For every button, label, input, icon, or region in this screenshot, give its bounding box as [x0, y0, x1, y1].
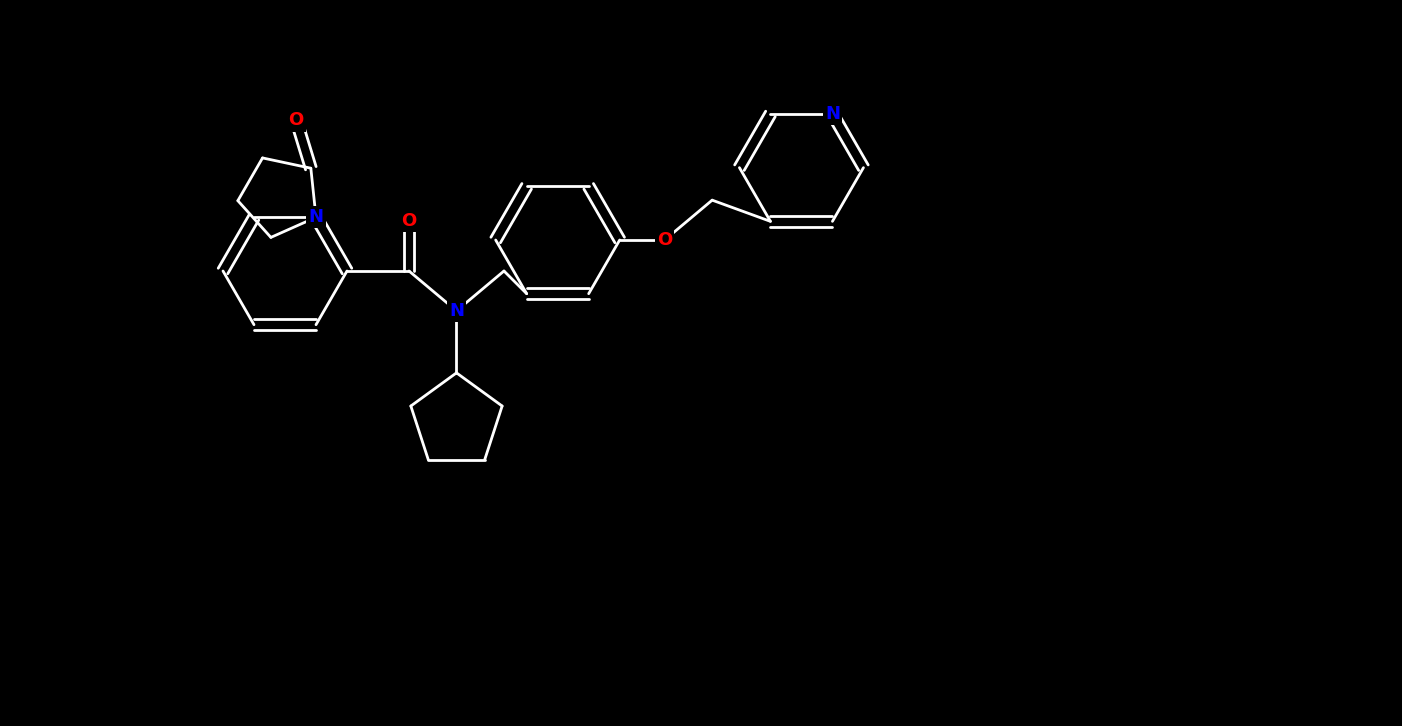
Text: N: N — [449, 302, 464, 320]
Text: O: O — [658, 231, 673, 249]
Text: N: N — [824, 105, 840, 123]
Text: O: O — [289, 111, 304, 129]
Text: N: N — [308, 208, 324, 227]
Text: O: O — [401, 212, 416, 230]
